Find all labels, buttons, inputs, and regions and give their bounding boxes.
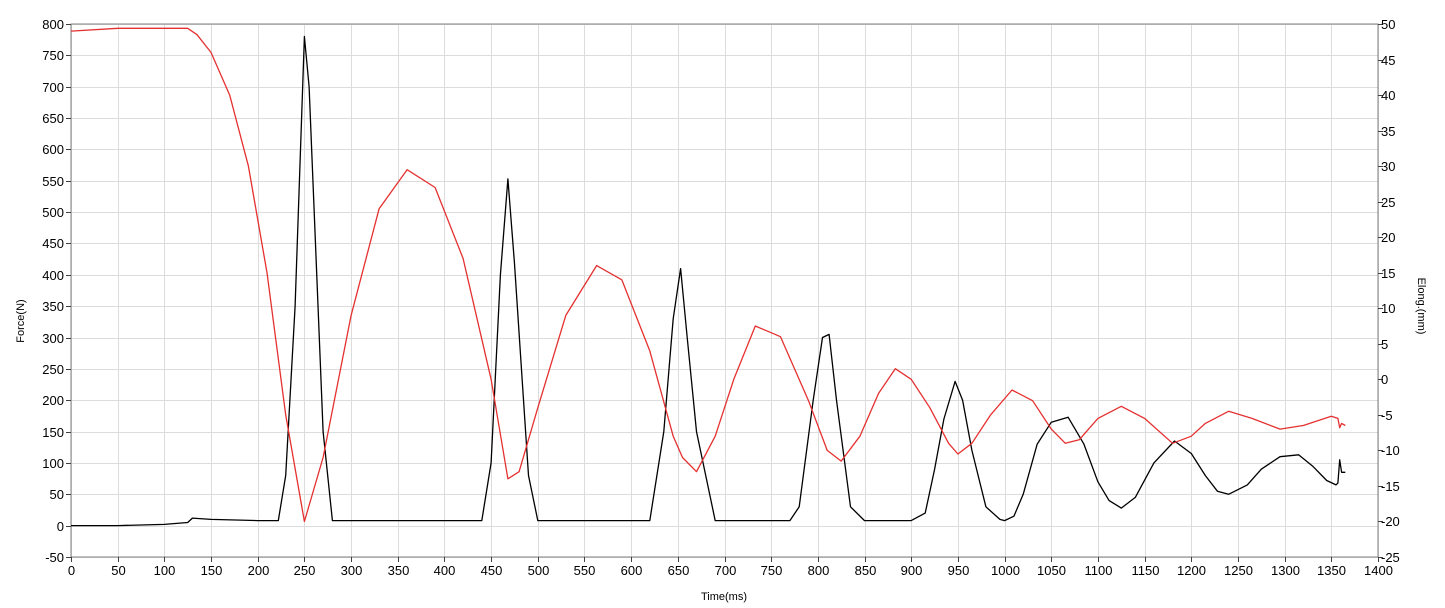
x-tick-label: 500 [528,563,550,578]
x-tick-label: 1150 [1132,563,1160,578]
y-tick-label: 250 [42,362,64,377]
x-tick-label: 0 [68,563,75,578]
x-tick-label: 1350 [1317,563,1346,578]
series-lines [70,27,1346,527]
x-tick-label: 1300 [1271,563,1300,578]
x-tick-label: 150 [201,563,223,578]
y-axis-title: Force(N) [15,299,27,342]
y-tick-label: 400 [42,268,64,283]
plot-background [71,24,1378,557]
x-tick-label: 800 [808,563,830,578]
y2-axis-title: Elong.(mm) [1415,278,1427,335]
x-axis-title: Time(ms) [701,591,747,603]
y2-tick-label: 45 [1381,53,1395,68]
y2-tick-label: 0 [1381,372,1388,387]
x-tick-label: 1400 [1364,563,1393,578]
y2-tick-label: 35 [1381,124,1395,139]
y-tick-label: 500 [42,205,64,220]
x-tick-label: 450 [481,563,503,578]
x-tick-label: 600 [621,563,643,578]
y-tick-label: 550 [42,174,64,189]
x-tick-label: 250 [294,563,316,578]
axes: 0 50 100 150 200 250 300 350 400 450 500 550 600 650 7… [42,17,1400,578]
y2-tick-label: -20 [1381,514,1400,529]
x-tick-label: 200 [248,563,270,578]
y2-tick-label: -10 [1381,443,1400,458]
plot-frame [70,23,1379,558]
y-tick-label: 200 [42,393,64,408]
x-tick-label: 1000 [991,563,1020,578]
x-tick-label: 350 [388,563,410,578]
y-tick-label: 750 [42,48,64,63]
x-tick-label: 1250 [1224,563,1253,578]
x-tick-label: 400 [434,563,456,578]
y2-tick-label: 40 [1381,88,1395,103]
y-tick-label: -50 [45,550,64,565]
x-tick-label: 750 [761,563,783,578]
y2-tick-label: -15 [1381,479,1400,494]
x-tick-label: 1100 [1085,563,1113,578]
y2-tick-label: 15 [1381,266,1395,281]
y-tick-label: 150 [42,425,64,440]
x-tick-label: 900 [901,563,923,578]
y2-tick-label: 10 [1381,301,1395,316]
y2-tick-label: 30 [1381,159,1395,174]
y2-tick-label: 50 [1381,17,1395,32]
y2-tick-label: 25 [1381,195,1395,210]
y2-tick-label: -25 [1381,550,1400,565]
x-tick-label: 650 [668,563,690,578]
y-tick-label: 650 [42,111,64,126]
y2-tick-label: 20 [1381,230,1395,245]
x-tick-label: 100 [154,563,176,578]
y-tick-label: 450 [42,236,64,251]
y-tick-label: 100 [42,456,64,471]
y-tick-label: 700 [42,80,64,95]
x-tick-label: 50 [111,563,125,578]
y2-tick-label: -5 [1381,408,1393,423]
x-tick-label: 950 [948,563,970,578]
x-tick-label: 300 [341,563,363,578]
y-tick-label: 0 [57,519,64,534]
y-tick-label: 800 [42,17,64,32]
x-tick-label: 550 [574,563,596,578]
y-tick-label: 600 [42,142,64,157]
y-tick-label: 300 [42,331,64,346]
force-series-line [71,35,1346,527]
x-tick-label: 1050 [1037,563,1066,578]
y-tick-label: 350 [42,299,64,314]
x-tick-label: 1200 [1177,563,1206,578]
x-tick-label: 850 [855,563,877,578]
y2-tick-label: 5 [1381,337,1388,352]
y-tick-label: 50 [50,487,64,502]
elongation-series-line [70,27,1346,523]
x-tick-label: 700 [715,563,737,578]
